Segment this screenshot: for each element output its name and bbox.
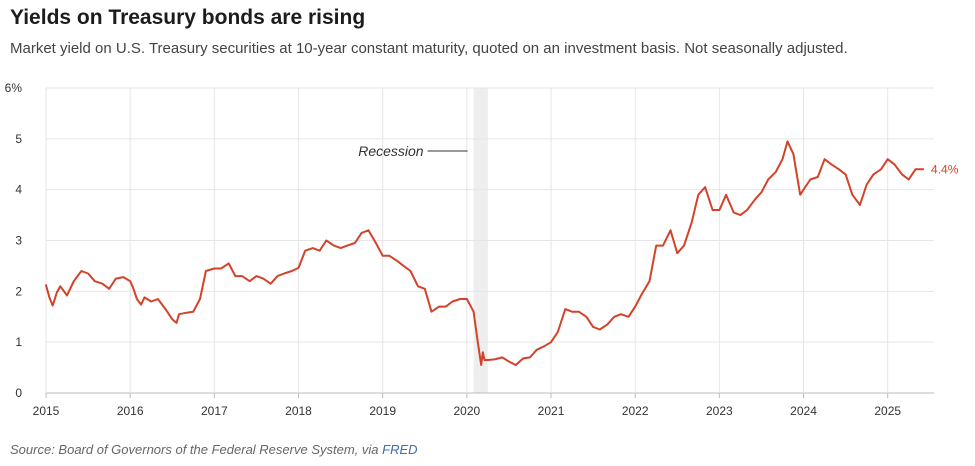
x-tick-label: 2016: [117, 404, 144, 418]
y-tick-label: 6%: [5, 81, 23, 95]
x-tick-label: 2015: [33, 404, 60, 418]
x-tick-label: 2018: [285, 404, 312, 418]
x-tick-label: 2023: [706, 404, 733, 418]
yield-series-line: [45, 140, 925, 366]
chart-title: Yields on Treasury bonds are rising: [10, 6, 366, 29]
y-tick-label: 4: [15, 183, 22, 197]
fred-link[interactable]: FRED: [382, 442, 418, 457]
recession-label: Recession: [358, 143, 424, 159]
x-tick-label: 2019: [369, 404, 396, 418]
chart-subtitle: Market yield on U.S. Treasury securities…: [10, 40, 848, 57]
end-value-label: 4.4%: [931, 162, 959, 176]
source-text: Source: Board of Governors of the Federa…: [10, 442, 383, 457]
y-tick-label: 2: [15, 284, 22, 298]
y-tick-label: 0: [15, 386, 22, 400]
source-note: Source: Board of Governors of the Federa…: [10, 442, 418, 457]
x-tick-label: 2021: [538, 404, 565, 418]
x-tick-label: 2024: [790, 404, 817, 418]
y-tick-label: 1: [15, 335, 22, 349]
x-tick-label: 2020: [454, 404, 481, 418]
line-chart: 0 1 2 3 4 5 6% 2015 2016 2017 2018 2019 2020 2021 2022…: [5, 81, 959, 418]
y-tick-label: 3: [15, 234, 22, 248]
x-tick-label: 2017: [201, 404, 228, 418]
y-tick-label: 5: [15, 132, 22, 146]
x-tick-label: 2025: [874, 404, 901, 418]
x-tick-label: 2022: [622, 404, 649, 418]
